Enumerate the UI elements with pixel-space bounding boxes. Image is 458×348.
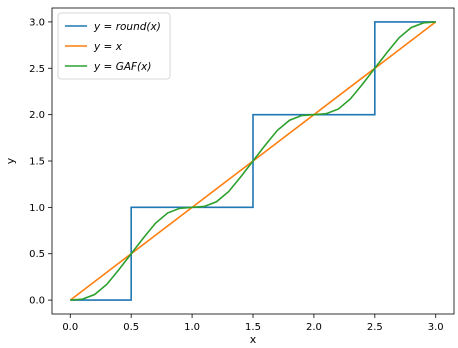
x-tick-label: 3.0	[428, 322, 444, 333]
x-tick-label: 2.0	[306, 322, 322, 333]
legend-label-function: GAF(x)	[116, 61, 152, 73]
y-tick-label: 0.0	[29, 296, 45, 307]
legend-label: y = x	[93, 41, 123, 53]
x-tick-label: 1.0	[184, 322, 200, 333]
legend-label-function: x	[115, 41, 123, 53]
x-tick-label: 0.0	[62, 322, 78, 333]
legend-box	[57, 12, 171, 80]
legend-label-prefix: y =	[93, 21, 116, 33]
x-tick-label: 2.5	[367, 322, 383, 333]
y-tick-label: 2.5	[29, 64, 45, 75]
legend-label-prefix: y =	[93, 61, 116, 73]
y-axis-ticks: 0.0 0.5 1.0 1.5 2.0 2.5 3.0	[29, 17, 52, 307]
x-tick-label: 0.5	[123, 322, 139, 333]
x-tick-label: 1.5	[245, 322, 261, 333]
y-tick-label: 2.0	[29, 110, 45, 121]
legend: y = round(x)y = xy = GAF(x)	[57, 12, 171, 80]
y-tick-label: 1.0	[29, 203, 45, 214]
y-axis-label: y	[4, 157, 17, 164]
y-tick-label: 1.5	[29, 157, 45, 168]
legend-label-function: round(x)	[116, 21, 161, 33]
legend-label: y = GAF(x)	[93, 61, 151, 73]
y-tick-label: 3.0	[29, 17, 45, 28]
y-tick-label: 0.5	[29, 249, 45, 260]
legend-label: y = round(x)	[93, 21, 161, 33]
legend-label-prefix: y =	[93, 41, 116, 53]
x-axis-ticks: 0.0 0.5 1.0 1.5 2.0 2.5 3.0	[62, 314, 444, 333]
x-axis-label: x	[250, 333, 257, 346]
series-layer	[69, 21, 437, 301]
series-line-3	[70, 21, 436, 301]
